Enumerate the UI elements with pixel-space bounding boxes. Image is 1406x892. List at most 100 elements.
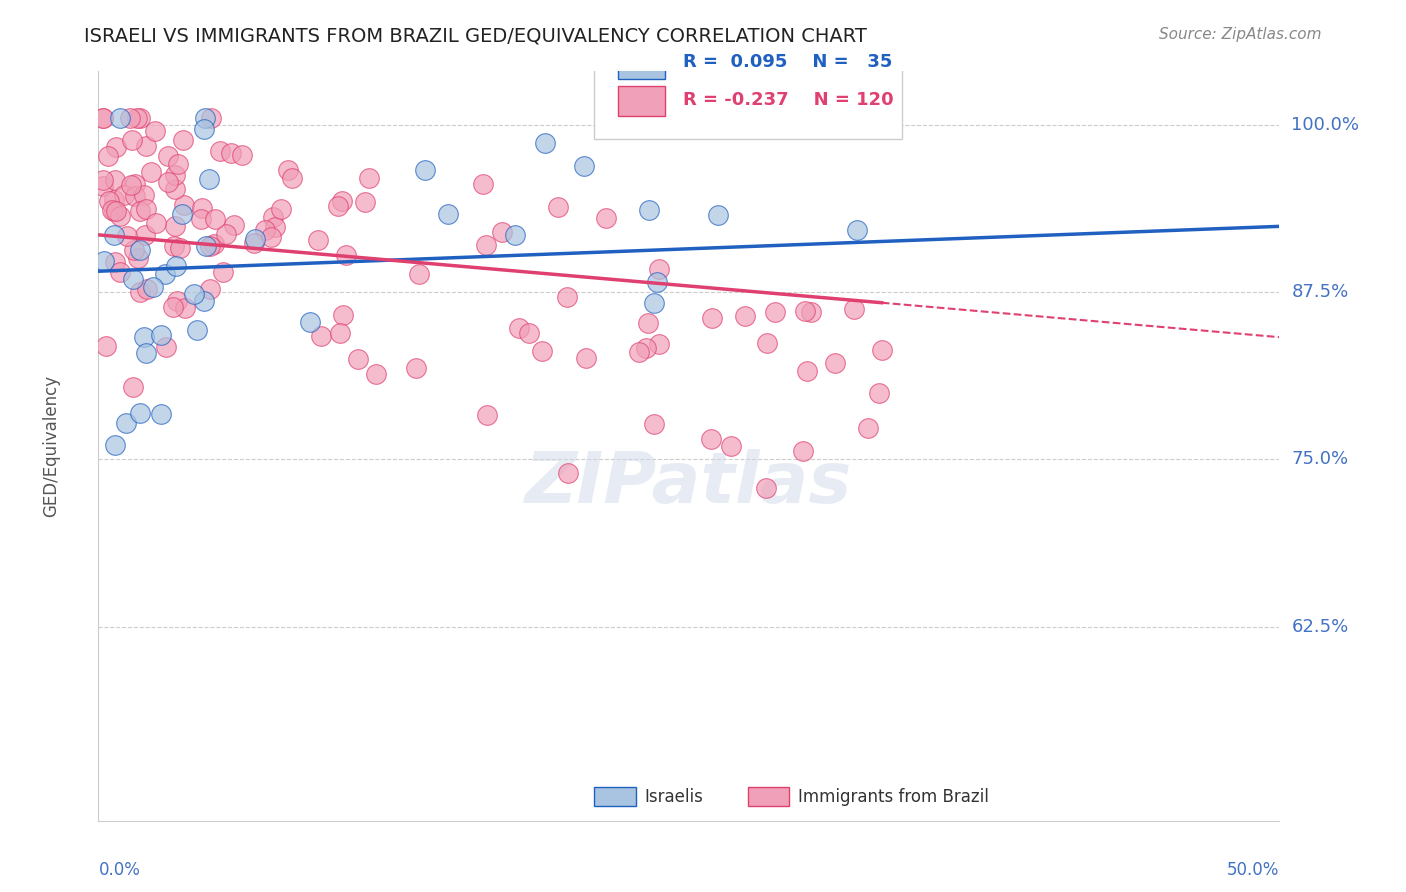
Point xyxy=(648,337,671,351)
Point xyxy=(157,149,180,163)
Point xyxy=(307,233,329,247)
FancyBboxPatch shape xyxy=(595,27,901,139)
Point xyxy=(108,265,131,279)
Point xyxy=(186,323,208,337)
Point xyxy=(163,239,186,253)
Point xyxy=(169,241,191,255)
Text: R =  0.095    N =   35: R = 0.095 N = 35 xyxy=(683,54,893,71)
Point xyxy=(124,189,146,203)
Point xyxy=(114,188,136,202)
Point xyxy=(93,253,115,268)
Point xyxy=(162,300,184,314)
Point xyxy=(167,157,190,171)
Text: R = -0.237    N = 120: R = -0.237 N = 120 xyxy=(683,91,894,109)
Point xyxy=(153,268,176,282)
Point xyxy=(115,229,138,244)
Point xyxy=(91,178,114,193)
Point xyxy=(193,122,215,136)
Point xyxy=(330,194,353,208)
Text: 87.5%: 87.5% xyxy=(1291,283,1348,301)
Point xyxy=(96,339,118,353)
Point xyxy=(254,223,277,237)
Point xyxy=(170,207,193,221)
Point xyxy=(135,202,157,216)
Point xyxy=(98,194,121,208)
Point xyxy=(120,112,142,126)
Point xyxy=(128,204,150,219)
Point xyxy=(309,328,332,343)
Point xyxy=(755,336,778,351)
Point xyxy=(408,268,430,282)
Text: Immigrants from Brazil: Immigrants from Brazil xyxy=(797,788,988,805)
Point xyxy=(575,351,598,365)
Point xyxy=(707,208,730,222)
Point xyxy=(124,177,146,191)
Text: 0.0%: 0.0% xyxy=(98,861,141,879)
Point xyxy=(215,227,238,241)
Point xyxy=(243,232,266,246)
Point xyxy=(359,170,381,185)
Point xyxy=(299,315,322,329)
Point xyxy=(595,211,617,225)
Point xyxy=(134,188,156,202)
Point xyxy=(475,238,498,252)
FancyBboxPatch shape xyxy=(595,787,636,805)
Point xyxy=(557,466,579,480)
Point xyxy=(135,139,157,153)
Point xyxy=(643,296,665,310)
Point xyxy=(277,163,299,178)
Point xyxy=(163,168,186,182)
Point xyxy=(219,145,242,160)
Point xyxy=(127,112,149,126)
Point xyxy=(121,380,143,394)
Point xyxy=(129,112,152,126)
Point xyxy=(354,195,377,210)
FancyBboxPatch shape xyxy=(619,49,665,78)
Point xyxy=(870,343,893,358)
Point xyxy=(122,272,145,286)
Point xyxy=(364,368,387,382)
Point xyxy=(720,439,742,453)
Point xyxy=(166,259,188,273)
Point xyxy=(141,165,163,179)
Point xyxy=(91,173,114,187)
Point xyxy=(645,275,668,289)
Point xyxy=(145,216,167,230)
Text: ZIPatlas: ZIPatlas xyxy=(526,449,852,518)
Point xyxy=(475,408,498,422)
Point xyxy=(100,202,122,217)
Point xyxy=(124,243,146,257)
Point xyxy=(194,112,217,126)
Point xyxy=(104,203,127,218)
Point xyxy=(135,346,157,360)
Point xyxy=(103,194,125,208)
Point xyxy=(260,230,283,244)
Point xyxy=(572,159,595,173)
Point xyxy=(868,386,890,401)
Point xyxy=(129,285,152,299)
Point xyxy=(103,227,125,242)
Text: Israelis: Israelis xyxy=(644,788,703,805)
Point xyxy=(173,197,195,211)
Point xyxy=(191,202,214,216)
Point xyxy=(183,286,205,301)
Point xyxy=(166,293,188,308)
Point xyxy=(405,361,427,376)
Text: GED/Equivalency: GED/Equivalency xyxy=(42,375,60,517)
Point xyxy=(120,178,142,193)
Point xyxy=(643,417,665,431)
Point xyxy=(763,305,786,319)
Point xyxy=(104,173,127,187)
Text: 50.0%: 50.0% xyxy=(1227,861,1279,879)
Point xyxy=(328,326,350,340)
Point xyxy=(200,112,222,126)
Point xyxy=(155,340,177,354)
Point xyxy=(198,171,221,186)
Point xyxy=(471,177,494,191)
Point xyxy=(91,112,114,126)
Point xyxy=(134,228,156,243)
Point xyxy=(150,407,173,421)
Point xyxy=(264,220,287,235)
Point xyxy=(842,302,865,317)
Point xyxy=(734,310,756,324)
